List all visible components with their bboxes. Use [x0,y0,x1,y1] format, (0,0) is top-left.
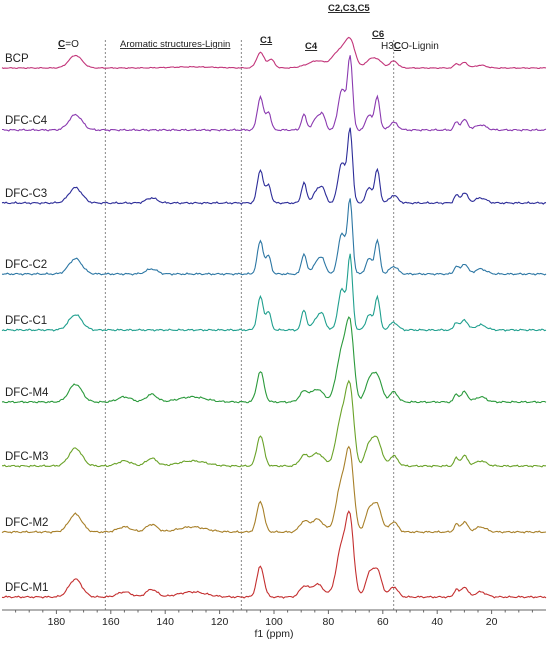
x-tick-label: 60 [377,616,389,628]
annotation-carbonyl-rest: =O [65,39,79,50]
annotation-c4: C4 [305,41,318,52]
series-line-dfc-c3 [1,127,547,205]
x-axis: 180 160 140 120 100 80 60 40 20 f1 (ppm) [2,609,546,640]
series-label-dfc-m4: DFC-M4 [5,387,49,399]
series-label-bcp: BCP [5,53,29,65]
x-tick-label: 80 [323,616,335,628]
spectra-traces [1,36,547,599]
annotation-methoxy-suffix: O-Lignin [401,41,439,52]
series-label-dfc-c1: DFC-C1 [5,315,47,327]
series-line-dfc-m2 [1,445,547,534]
series-line-bcp [1,36,547,69]
x-tick-label: 140 [156,616,174,628]
annotation-methoxy: H3CO-Lignin [381,41,439,52]
series-line-dfc-m3 [1,379,546,468]
series-label-dfc-c3: DFC-C3 [5,188,47,200]
x-tick-label: 180 [48,616,66,628]
annotation-carbonyl: C=O [58,39,79,50]
annotation-aromatic: Aromatic structures-Lignin [120,39,230,50]
series-label-dfc-m1: DFC-M1 [5,582,48,594]
series-label-dfc-c2: DFC-C2 [5,259,47,271]
annotation-c1: C1 [260,35,273,46]
x-axis-title: f1 (ppm) [254,628,293,640]
series-label-dfc-c4: DFC-C4 [5,115,48,127]
annotation-c6: C6 [372,29,384,40]
x-tick-label: 40 [431,616,443,628]
series-label-dfc-m3: DFC-M3 [5,451,48,463]
series-label-dfc-m2: DFC-M2 [5,517,48,529]
reference-lines [104,40,395,610]
annotation-carbonyl-c: C [58,39,65,50]
x-tick-label: 120 [211,616,229,628]
x-axis-ticks: 180 160 140 120 100 80 60 40 20 [15,610,533,628]
series-line-dfc-c2 [1,198,547,276]
series-labels: BCP DFC-C4 DFC-C3 DFC-C2 DFC-C1 DFC-M4 DFC-M3 D… [5,53,49,594]
peak-annotations: C=O Aromatic structures-Lignin C1 C4 C2,… [58,3,439,52]
x-tick-label: 20 [486,616,498,628]
x-tick-label: 160 [102,616,120,628]
annotation-methoxy-prefix: H3 [381,41,394,52]
series-line-dfc-m4 [1,316,547,404]
x-tick-label: 100 [265,616,283,628]
annotation-c235: C2,C3,C5 [328,3,370,14]
annotation-methoxy-c: C [394,41,401,52]
series-line-dfc-m1 [1,510,547,599]
series-line-dfc-c1 [1,253,547,332]
series-line-dfc-c4 [2,55,547,132]
